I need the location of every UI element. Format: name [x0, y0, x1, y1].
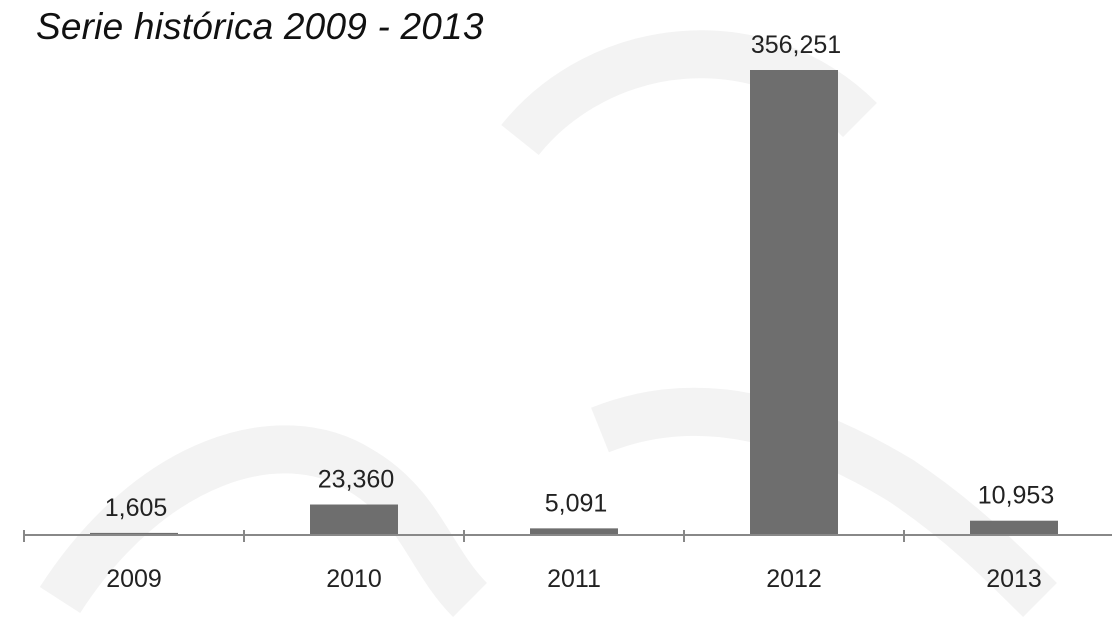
bar-2013	[970, 520, 1058, 535]
x-tick-label-2009: 2009	[106, 565, 162, 593]
data-labels: 1,605 23,360 5,091 356,251 10,953	[105, 31, 1055, 522]
bar-2011	[530, 528, 618, 535]
x-axis: 2009 2010 2011 2012 2013	[23, 530, 1112, 593]
data-label-2011: 5,091	[545, 489, 608, 517]
data-label-2013: 10,953	[978, 482, 1054, 510]
data-label-2009: 1,605	[105, 494, 168, 522]
bar-2009	[90, 532, 178, 535]
data-label-2010: 23,360	[318, 466, 394, 494]
bars	[90, 70, 1058, 535]
x-tick-label-2012: 2012	[766, 565, 822, 593]
x-tick-label-2011: 2011	[547, 565, 601, 593]
x-tick-label-2013: 2013	[986, 565, 1042, 593]
watermark-logo	[39, 30, 1057, 617]
data-label-2012: 356,251	[751, 31, 841, 59]
chart-title: Serie histórica 2009 - 2013	[36, 6, 484, 47]
bar-2012	[750, 70, 838, 535]
bar-2010	[310, 504, 398, 535]
x-tick-label-2010: 2010	[326, 565, 382, 593]
